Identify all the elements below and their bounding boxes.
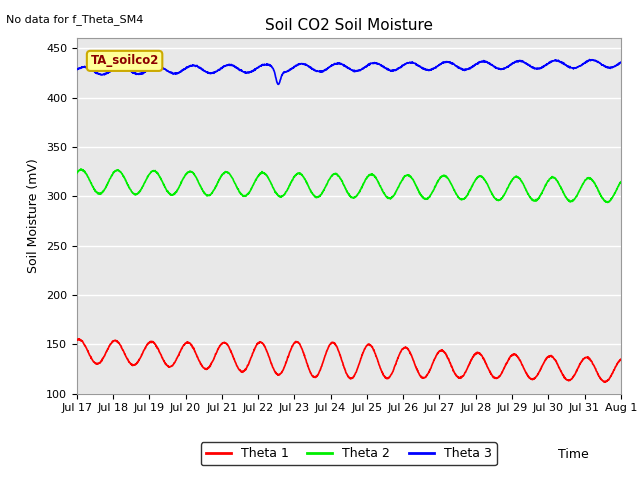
Title: Soil CO2 Soil Moisture: Soil CO2 Soil Moisture: [265, 18, 433, 33]
Text: TA_soilco2: TA_soilco2: [90, 54, 159, 67]
Y-axis label: Soil Moisture (mV): Soil Moisture (mV): [28, 158, 40, 274]
Legend: Theta 1, Theta 2, Theta 3: Theta 1, Theta 2, Theta 3: [201, 443, 497, 466]
Text: Time: Time: [558, 448, 589, 461]
Text: No data for f_Theta_SM4: No data for f_Theta_SM4: [6, 14, 144, 25]
